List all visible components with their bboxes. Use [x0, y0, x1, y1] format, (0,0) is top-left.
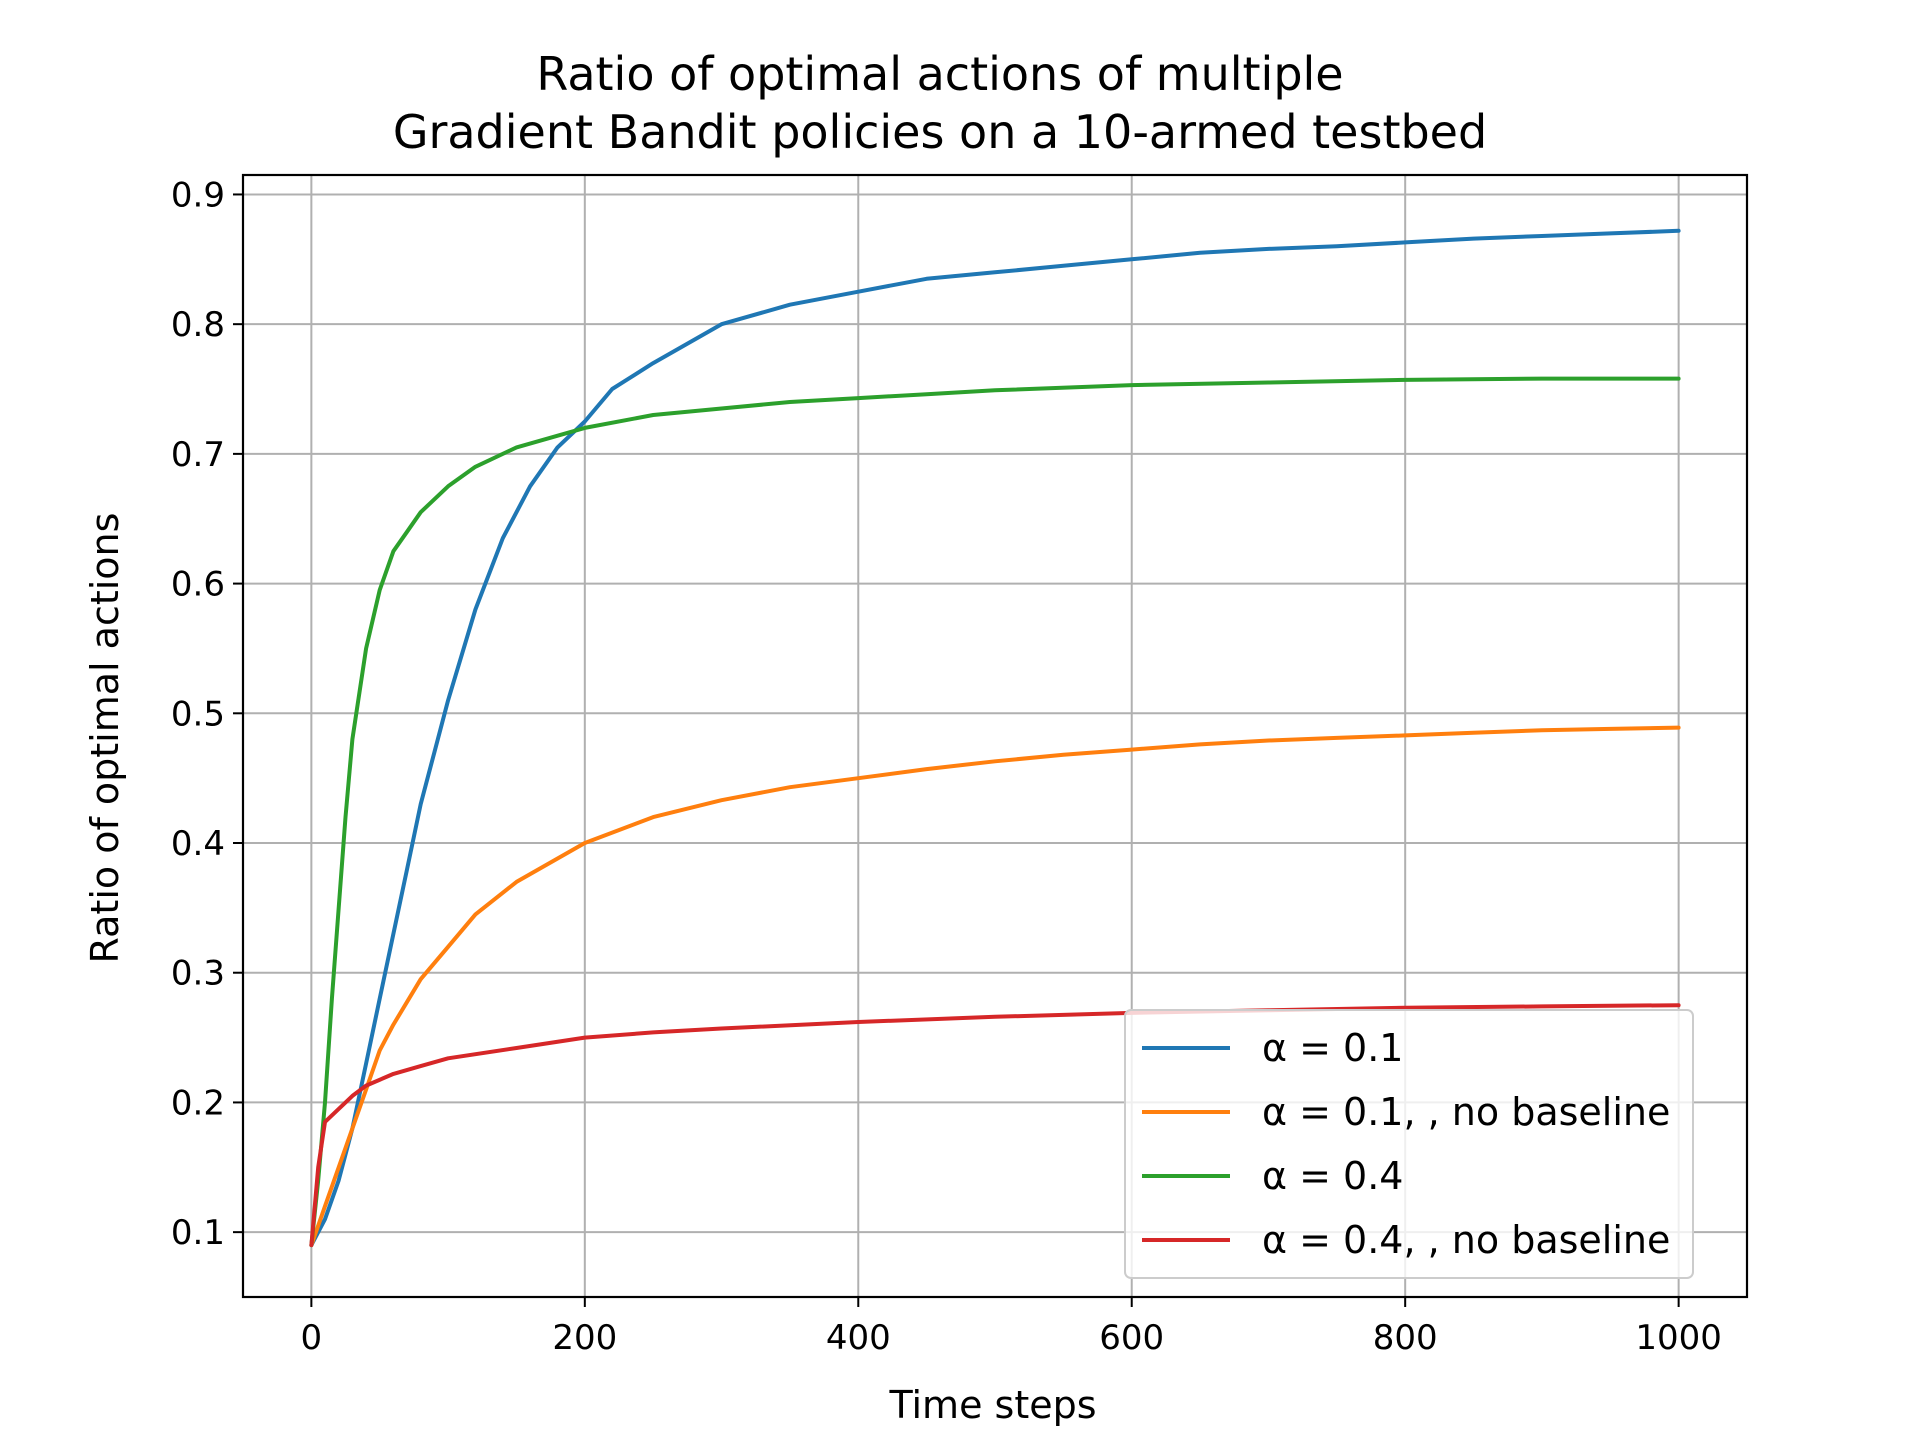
plot-frame: [241, 173, 1749, 1299]
x-tick-label: 800: [1373, 1318, 1438, 1358]
x-axis-label: Time steps: [888, 1383, 1096, 1427]
y-tick-label: 0.3: [171, 954, 225, 994]
legend-label-4: α = 0.4, , no baseline: [1262, 1218, 1670, 1262]
y-tick-label: 0.5: [171, 694, 225, 734]
legend-label-3: α = 0.4: [1262, 1154, 1403, 1198]
chart-title-line-2: Gradient Bandit policies on a 10-armed t…: [393, 105, 1487, 159]
y-axis-ticks: 0.1 0.2 0.3 0.4 0.5 0.6 0.7 0.8 0.9: [171, 175, 243, 1253]
y-tick-label: 0.9: [171, 175, 225, 215]
x-tick-label: 400: [826, 1318, 891, 1358]
legend-box: [1124, 1009, 1694, 1279]
y-tick-label: 0.7: [171, 435, 225, 475]
x-tick-label: 200: [552, 1318, 617, 1358]
y-tick-label: 0.6: [171, 565, 225, 605]
series-line-2: [309, 725, 1681, 1248]
legend: α = 0.1 α = 0.1, , no baseline α = 0.4 α = …: [1124, 1009, 1694, 1279]
y-tick-label: 0.4: [171, 824, 225, 864]
series-line-1: [309, 228, 1681, 1248]
x-tick-label: 1000: [1635, 1318, 1722, 1358]
x-axis-ticks: 0 200 400 600 800 1000: [301, 1297, 1722, 1358]
y-axis-label: Ratio of optimal actions: [83, 513, 127, 964]
y-tick-label: 0.8: [171, 305, 225, 345]
y-tick-label: 0.1: [171, 1213, 225, 1253]
chart-title-line-1: Ratio of optimal actions of multiple: [536, 47, 1343, 101]
legend-label-1: α = 0.1: [1262, 1026, 1403, 1070]
series-line-3: [309, 376, 1681, 1248]
y-tick-label: 0.2: [171, 1083, 225, 1123]
legend-label-2: α = 0.1, , no baseline: [1262, 1090, 1670, 1134]
x-tick-label: 600: [1099, 1318, 1164, 1358]
x-tick-label: 0: [301, 1318, 323, 1358]
